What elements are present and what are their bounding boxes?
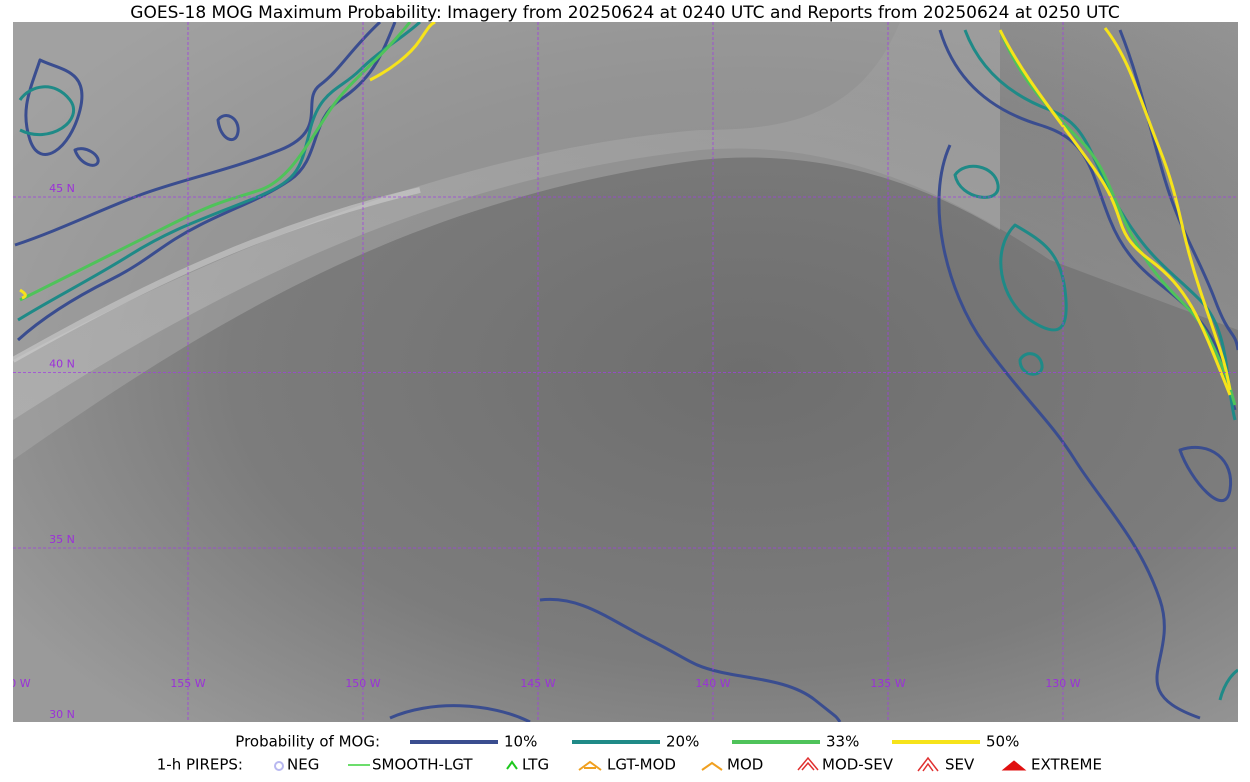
lat-label: 40 N (49, 358, 75, 371)
legend-label: 20% (666, 733, 699, 751)
contour (369, 22, 436, 82)
lat-label: 30 N (49, 708, 75, 721)
contour (1218, 668, 1238, 701)
contours (14, 22, 1238, 722)
lon-label: 140 W (695, 677, 730, 690)
pirep-icon (797, 756, 819, 771)
contour (1178, 445, 1233, 503)
cloud-streak (13, 187, 421, 363)
contour (938, 29, 1237, 411)
pirep-label: LTG (522, 756, 549, 774)
contour (216, 114, 240, 142)
contour (389, 704, 531, 722)
pirep-icon (274, 761, 284, 771)
legend-label: 50% (986, 733, 1019, 751)
contour (16, 22, 397, 342)
pirep-label: SEV (945, 756, 975, 774)
pirep-icon (578, 760, 602, 771)
pirep-label: MOD-SEV (822, 756, 894, 774)
legend-label: 10% (504, 733, 537, 751)
contour (17, 22, 422, 322)
legend: Probability of MOG: 10% 20% 33% 50% 1-h PIREP… (157, 733, 1102, 774)
legend-heading: 1-h PIREPS: (157, 756, 243, 774)
contour (999, 223, 1068, 332)
pirep-label: MOD (727, 756, 763, 774)
title: GOES-18 MOG Maximum Probability: Imagery… (130, 3, 1119, 23)
contour (18, 85, 76, 136)
pirep-label: LGT-MOD (607, 756, 676, 774)
pirep-label: NEG (287, 756, 319, 774)
pirep-label: EXTREME (1031, 756, 1102, 774)
graticule: 160 W 155 W 150 W 145 W 140 W 135 W 130 W 45 N 4… (0, 22, 1238, 722)
pirep-label: SMOOTH-LGT (372, 756, 473, 774)
pirep-icon (506, 760, 518, 770)
legend-heading: Probability of MOG: (235, 733, 380, 751)
lon-label: 150 W (345, 677, 380, 690)
contour (73, 147, 100, 167)
lat-label: 45 N (49, 182, 75, 195)
contour (539, 597, 842, 722)
contour (24, 58, 84, 156)
pirep-icon (701, 761, 723, 771)
contour (14, 22, 382, 247)
contour (19, 288, 27, 300)
lat-label: 35 N (49, 533, 75, 546)
lon-label: 145 W (520, 677, 555, 690)
map: 160 W 155 W 150 W 145 W 140 W 135 W 130 W 45 N 4… (0, 22, 1238, 722)
lon-label: 155 W (170, 677, 205, 690)
contour (1103, 27, 1232, 391)
pirep-icon (917, 756, 939, 772)
imagery-band (13, 22, 1238, 420)
contour (998, 29, 1232, 396)
contour (19, 22, 412, 302)
lon-label: 160 W (0, 677, 31, 690)
lon-label: 135 W (870, 677, 905, 690)
legend-label: 33% (826, 733, 859, 751)
lon-label: 130 W (1045, 677, 1080, 690)
contour (1018, 352, 1044, 376)
contour (937, 144, 1201, 720)
pirep-icon (1001, 760, 1027, 771)
contour (953, 164, 1000, 199)
